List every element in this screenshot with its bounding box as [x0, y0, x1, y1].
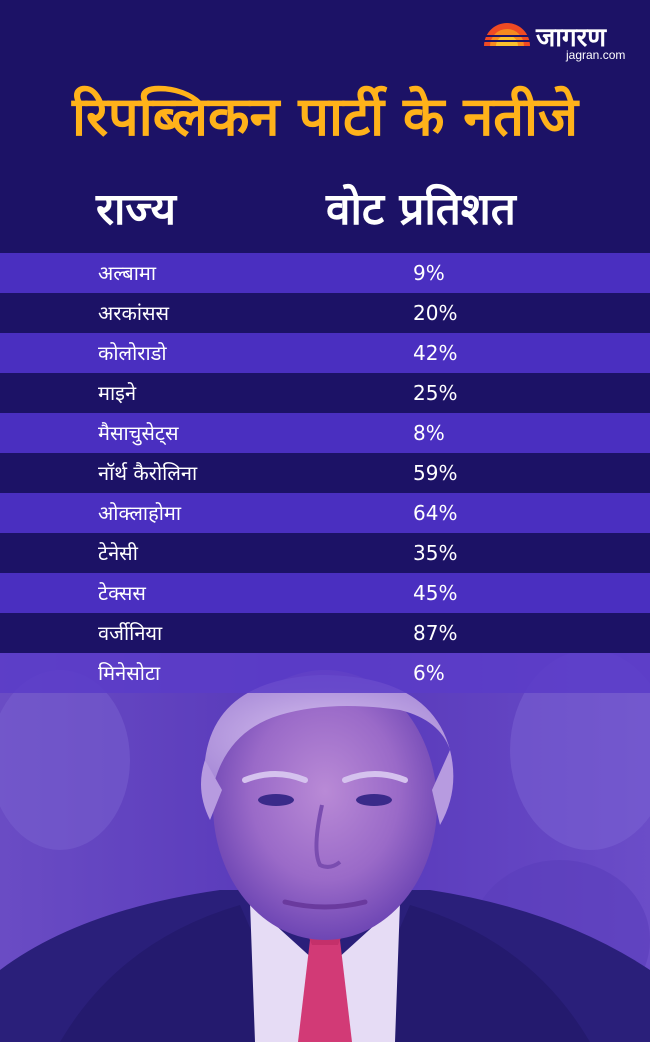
- sun-logo-icon: [482, 23, 532, 46]
- vote-percent: 6%: [413, 661, 445, 685]
- page-title: रिपब्लिकन पार्टी के नतीजे: [71, 85, 579, 148]
- vote-percent: 45%: [413, 581, 458, 605]
- table-row: ओक्लाहोमा 64%: [0, 493, 650, 533]
- table-row: माइने 25%: [0, 373, 650, 413]
- state-name: ओक्लाहोमा: [98, 501, 182, 525]
- table-row: मैसाचुसेट्स 8%: [0, 413, 650, 453]
- state-name: माइने: [98, 381, 137, 405]
- vote-percent: 87%: [413, 621, 458, 645]
- vote-percent: 8%: [413, 421, 445, 445]
- state-name: नॉर्थ कैरोलिना: [98, 461, 198, 485]
- table-row: वर्जीनिया 87%: [0, 613, 650, 653]
- state-name: टेक्सस: [98, 581, 146, 605]
- table-row: कोलोराडो 42%: [0, 333, 650, 373]
- portrait-photo: [0, 640, 650, 1042]
- results-table: अल्बामा 9% अरकांसस 20% कोलोराडो 42% माइने 25% मै…: [0, 253, 650, 693]
- header-state: राज्य: [96, 184, 177, 235]
- state-name: वर्जीनिया: [98, 621, 163, 645]
- table-row: टेक्सस 45%: [0, 573, 650, 613]
- vote-percent: 20%: [413, 301, 458, 325]
- vote-percent: 64%: [413, 501, 458, 525]
- header-vote: वोट प्रतिशत: [326, 184, 516, 235]
- vote-percent: 9%: [413, 261, 445, 285]
- table-row: मिनेसोटा 6%: [0, 653, 650, 693]
- table-row: अल्बामा 9%: [0, 253, 650, 293]
- logo-domain: jagran.com: [566, 48, 626, 62]
- jagran-logo: जागरण jagran.com: [482, 18, 632, 62]
- state-name: अरकांसस: [98, 301, 170, 325]
- state-name: मैसाचुसेट्स: [98, 421, 179, 445]
- portrait-illustration: [0, 640, 650, 1042]
- table-row: टेनेसी 35%: [0, 533, 650, 573]
- vote-percent: 42%: [413, 341, 458, 365]
- logo-text: जागरण: [536, 23, 607, 53]
- state-name: मिनेसोटा: [98, 661, 161, 685]
- vote-percent: 59%: [413, 461, 458, 485]
- table-row: नॉर्थ कैरोलिना 59%: [0, 453, 650, 493]
- state-name: टेनेसी: [98, 541, 138, 565]
- vote-percent: 35%: [413, 541, 458, 565]
- vote-percent: 25%: [413, 381, 458, 405]
- state-name: कोलोराडो: [98, 341, 167, 365]
- state-name: अल्बामा: [98, 261, 157, 285]
- table-row: अरकांसस 20%: [0, 293, 650, 333]
